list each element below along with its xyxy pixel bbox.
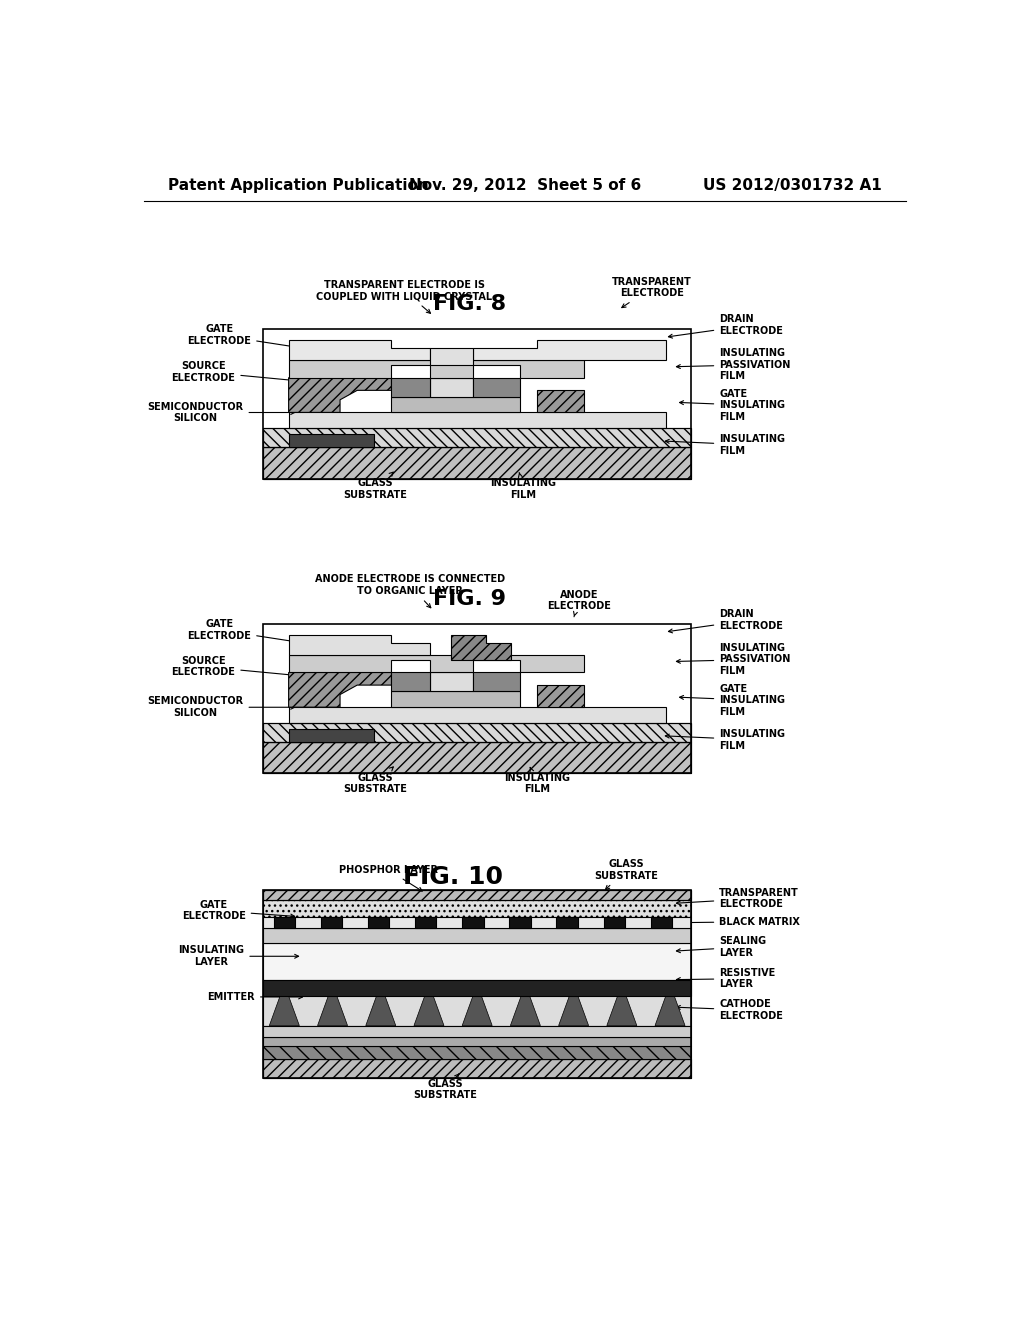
Polygon shape — [289, 672, 391, 708]
Text: GLASS
SUBSTRATE: GLASS SUBSTRATE — [344, 767, 408, 795]
Polygon shape — [289, 434, 375, 447]
Text: RESISTIVE
LAYER: RESISTIVE LAYER — [677, 968, 775, 990]
Polygon shape — [263, 916, 691, 928]
Text: TRANSPARENT
ELECTRODE: TRANSPARENT ELECTRODE — [612, 277, 691, 308]
Polygon shape — [452, 635, 511, 660]
Text: INSULATING
FILM: INSULATING FILM — [666, 434, 785, 455]
Text: EMITTER: EMITTER — [207, 991, 302, 1002]
Text: INSULATING
PASSIVATION
FILM: INSULATING PASSIVATION FILM — [677, 643, 791, 676]
Text: SOURCE
ELECTRODE: SOURCE ELECTRODE — [171, 362, 306, 383]
Text: INSULATING
FILM: INSULATING FILM — [504, 767, 569, 795]
Text: GATE
ELECTRODE: GATE ELECTRODE — [182, 900, 295, 921]
Text: SEALING
LAYER: SEALING LAYER — [677, 936, 766, 958]
Polygon shape — [391, 672, 430, 692]
Text: GLASS
SUBSTRATE: GLASS SUBSTRATE — [595, 859, 658, 890]
Polygon shape — [509, 916, 530, 928]
Text: SEMICONDUCTOR
SILICON: SEMICONDUCTOR SILICON — [147, 401, 295, 424]
Polygon shape — [559, 985, 589, 1026]
Polygon shape — [650, 916, 672, 928]
Polygon shape — [263, 1026, 691, 1038]
Text: GATE
ELECTRODE: GATE ELECTRODE — [187, 325, 295, 348]
Polygon shape — [510, 985, 541, 1026]
Text: FIG. 8: FIG. 8 — [433, 294, 506, 314]
Polygon shape — [289, 655, 585, 672]
Polygon shape — [473, 341, 666, 360]
Polygon shape — [263, 723, 691, 742]
Text: FIG. 9: FIG. 9 — [433, 589, 506, 609]
Polygon shape — [269, 985, 299, 1026]
Polygon shape — [317, 985, 347, 1026]
Polygon shape — [538, 391, 585, 412]
Text: GATE
ELECTRODE: GATE ELECTRODE — [187, 619, 295, 643]
Polygon shape — [263, 742, 691, 774]
Polygon shape — [263, 1047, 691, 1060]
Polygon shape — [414, 985, 444, 1026]
Polygon shape — [263, 428, 691, 447]
Polygon shape — [289, 341, 430, 360]
Polygon shape — [655, 985, 685, 1026]
Text: GATE
INSULATING
FILM: GATE INSULATING FILM — [680, 389, 785, 422]
Text: GLASS
SUBSTRATE: GLASS SUBSTRATE — [344, 473, 408, 499]
Text: INSULATING
FILM: INSULATING FILM — [490, 473, 556, 499]
Polygon shape — [538, 685, 585, 708]
Text: SEMICONDUCTOR
SILICON: SEMICONDUCTOR SILICON — [147, 697, 295, 718]
Text: Nov. 29, 2012  Sheet 5 of 6: Nov. 29, 2012 Sheet 5 of 6 — [409, 178, 641, 193]
Polygon shape — [462, 916, 483, 928]
Polygon shape — [415, 916, 436, 928]
Text: INSULATING
FILM: INSULATING FILM — [666, 729, 785, 751]
Polygon shape — [289, 708, 666, 723]
Text: DRAIN
ELECTRODE: DRAIN ELECTRODE — [669, 314, 783, 338]
Text: TRANSPARENT
ELECTRODE: TRANSPARENT ELECTRODE — [677, 887, 799, 909]
Text: CATHODE
ELECTRODE: CATHODE ELECTRODE — [677, 999, 783, 1020]
Polygon shape — [473, 378, 520, 396]
Text: TRANSPARENT ELECTRODE IS
COUPLED WITH LIQUID CRYSTAL: TRANSPARENT ELECTRODE IS COUPLED WITH LI… — [316, 280, 493, 313]
Polygon shape — [321, 916, 342, 928]
Polygon shape — [263, 900, 691, 916]
Polygon shape — [289, 360, 585, 378]
Text: SOURCE
ELECTRODE: SOURCE ELECTRODE — [171, 656, 306, 678]
Polygon shape — [473, 672, 520, 692]
Text: US 2012/0301732 A1: US 2012/0301732 A1 — [703, 178, 882, 193]
Text: Patent Application Publication: Patent Application Publication — [168, 178, 428, 193]
Polygon shape — [263, 447, 691, 479]
Text: INSULATING
LAYER: INSULATING LAYER — [178, 945, 299, 968]
Polygon shape — [263, 1060, 691, 1078]
Text: FIG. 10: FIG. 10 — [403, 865, 504, 888]
Text: BLACK MATRIX: BLACK MATRIX — [677, 916, 800, 927]
Text: GLASS
SUBSTRATE: GLASS SUBSTRATE — [414, 1073, 477, 1101]
Polygon shape — [263, 942, 691, 981]
Text: DRAIN
ELECTRODE: DRAIN ELECTRODE — [669, 609, 783, 632]
Polygon shape — [603, 916, 625, 928]
Polygon shape — [391, 396, 520, 412]
Polygon shape — [430, 378, 473, 396]
Polygon shape — [289, 378, 391, 412]
Polygon shape — [430, 672, 473, 692]
Text: PHOSPHOR LAYER: PHOSPHOR LAYER — [339, 865, 438, 891]
Polygon shape — [462, 985, 493, 1026]
Polygon shape — [366, 985, 395, 1026]
Polygon shape — [289, 729, 375, 742]
Polygon shape — [430, 347, 473, 366]
Polygon shape — [273, 916, 295, 928]
Text: INSULATING
PASSIVATION
FILM: INSULATING PASSIVATION FILM — [677, 348, 791, 381]
Polygon shape — [607, 985, 637, 1026]
Text: ANODE
ELECTRODE: ANODE ELECTRODE — [547, 590, 610, 616]
Polygon shape — [289, 412, 666, 428]
Polygon shape — [263, 981, 691, 1026]
Polygon shape — [263, 1038, 691, 1047]
Polygon shape — [556, 916, 578, 928]
Polygon shape — [289, 635, 430, 655]
Polygon shape — [391, 378, 430, 396]
Text: GATE
INSULATING
FILM: GATE INSULATING FILM — [680, 684, 785, 717]
Polygon shape — [263, 981, 691, 995]
Polygon shape — [263, 890, 691, 900]
Polygon shape — [368, 916, 389, 928]
Polygon shape — [263, 928, 691, 942]
Text: ANODE ELECTRODE IS CONNECTED
TO ORGANIC LAYER: ANODE ELECTRODE IS CONNECTED TO ORGANIC … — [314, 574, 505, 607]
Polygon shape — [391, 692, 520, 708]
